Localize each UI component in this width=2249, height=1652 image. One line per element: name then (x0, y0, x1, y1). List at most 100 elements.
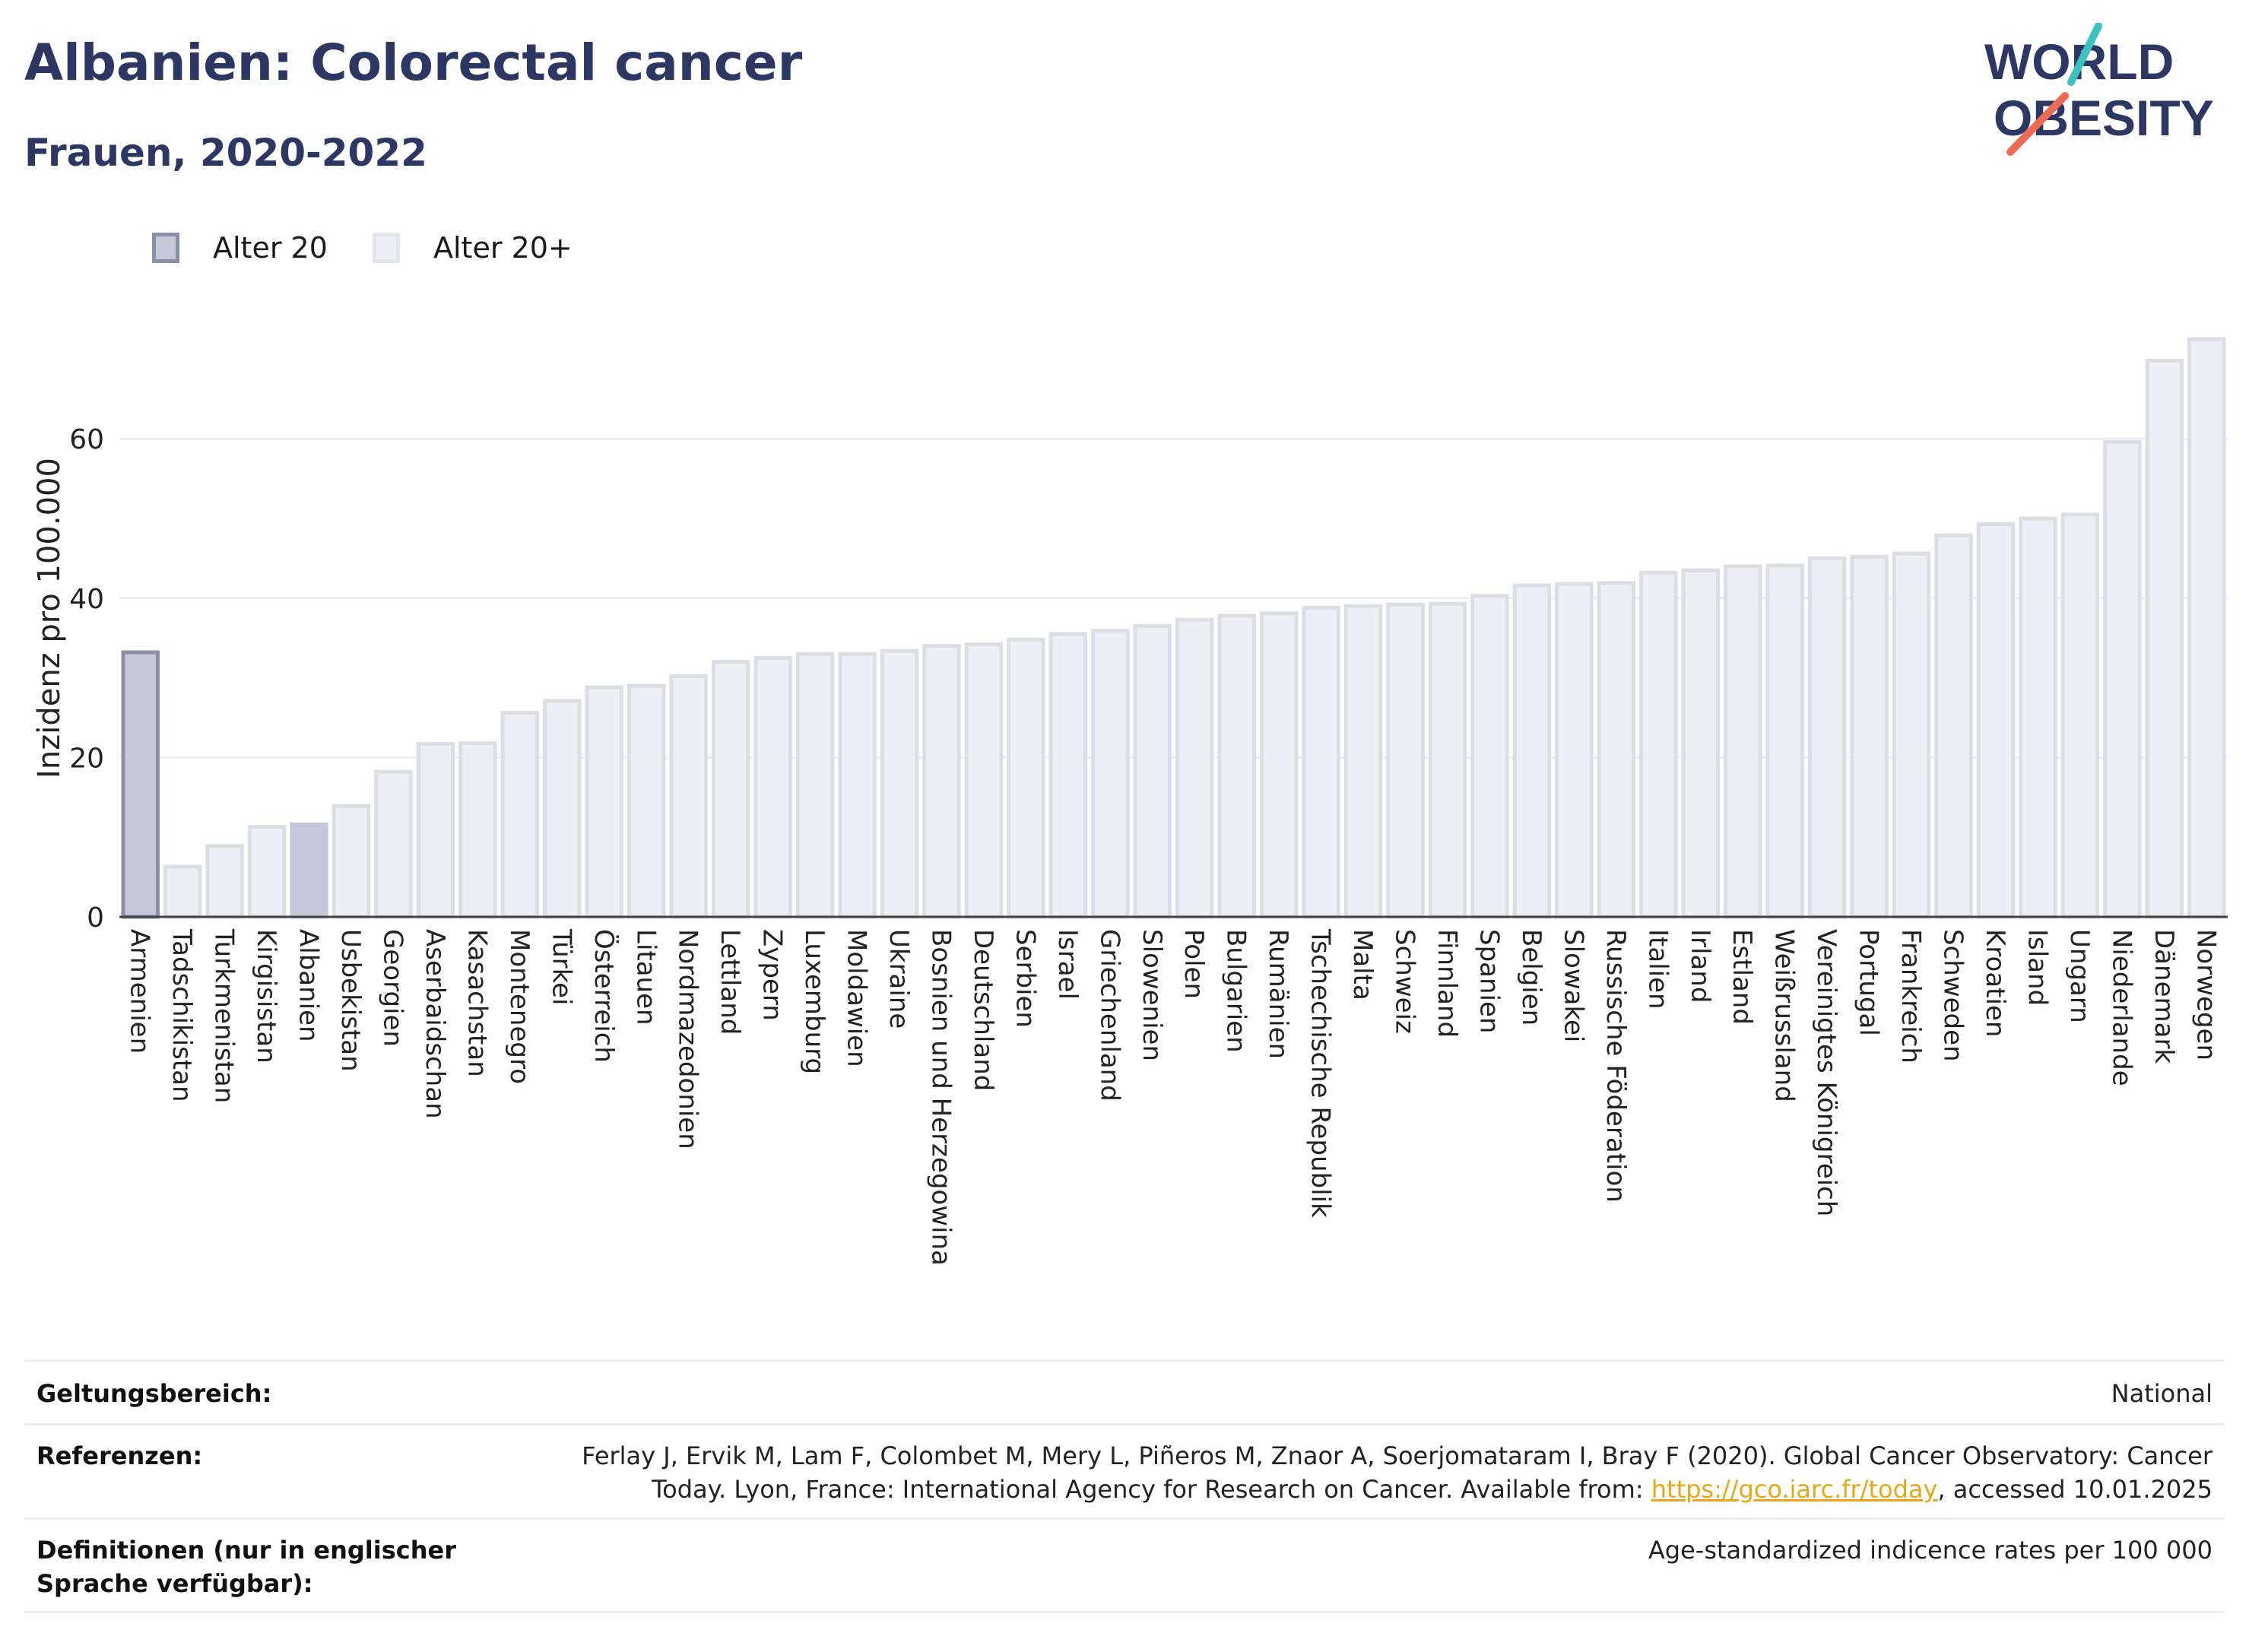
x-tick-label: Kroatien (1980, 929, 2010, 1037)
x-tick-label: Island (2022, 929, 2052, 1006)
x-tick-label: Israel (1052, 929, 1083, 1000)
y-tick-label: 40 (69, 584, 104, 615)
x-tick-label: Slowakei (1558, 929, 1588, 1042)
bar (1512, 583, 1552, 919)
bar (2103, 439, 2142, 919)
x-tick-label: Schweden (1938, 929, 1968, 1062)
bar (1259, 611, 1299, 919)
x-tick-label: Finnland (1432, 929, 1462, 1038)
y-tick-label: 60 (69, 424, 104, 455)
x-tick-label: Malta (1347, 929, 1378, 1000)
legend-label: Alter 20+ (433, 231, 573, 265)
bar (121, 650, 160, 919)
x-tick-label: Spanien (1473, 929, 1504, 1033)
x-tick-label: Weißrussland (1769, 929, 1800, 1102)
bar (500, 711, 540, 919)
references-text: Today. Lyon, France: International Agenc… (652, 1475, 1651, 1504)
x-tick-label: Armenien (125, 929, 155, 1054)
bar (753, 655, 792, 919)
page-subtitle: Frauen, 2020-2022 (24, 131, 427, 175)
x-tick-label: Deutschland (968, 929, 998, 1091)
x-tick-label: Luxemburg (799, 929, 829, 1074)
scope-value: National (2111, 1379, 2213, 1408)
x-tick-label: Tadschikistan (167, 928, 197, 1102)
legend-item-alter-20-plus[interactable]: Alter 20+ (373, 225, 573, 271)
x-tick-label: Ungarn (2064, 929, 2095, 1023)
bar (964, 642, 1004, 919)
x-tick-label: Kirgisistan (251, 929, 281, 1064)
x-tick-label: Aserbaidschan (420, 929, 450, 1119)
legend-swatch-light (373, 233, 400, 263)
x-tick-label: Montenegro (504, 929, 534, 1084)
x-tick-label: Albanien (293, 929, 324, 1042)
bar (205, 844, 244, 919)
bar (880, 648, 919, 919)
bar (1428, 601, 1467, 919)
bar (1386, 602, 1425, 919)
bar (795, 652, 835, 919)
bar (1302, 605, 1340, 919)
bar (1343, 604, 1383, 919)
bar (1892, 551, 1931, 919)
world-obesity-logo: WORLD OBESITY (1984, 23, 2214, 156)
bar (1217, 614, 1256, 919)
references-line-1: Ferlay J, Ervik M, Lam F, Colombet M, Me… (582, 1441, 2213, 1470)
info-table: Geltungsbereich: National Referenzen: Fe… (24, 1359, 2225, 1613)
bar (1133, 623, 1172, 919)
bar (331, 804, 371, 919)
bar (163, 864, 202, 919)
scope-label: Geltungsbereich: (36, 1379, 272, 1408)
x-tick-label: Rumänien (1263, 929, 1293, 1059)
bar (1470, 594, 1509, 919)
logo-teal-stroke (2067, 23, 2102, 86)
x-tick-label: Georgien (377, 929, 408, 1047)
bar (1597, 581, 1636, 919)
x-tick-label: Turkmenistan (209, 928, 239, 1103)
x-tick-label: Irland (1685, 929, 1715, 1003)
page-title: Albanien: Colorectal cancer (24, 33, 803, 92)
legend-item-alter-20[interactable]: Alter 20 (152, 225, 328, 271)
bar (2060, 512, 2100, 919)
x-tick-label: Niederlande (2106, 929, 2136, 1086)
x-tick-label: Litauen (630, 929, 661, 1026)
x-tick-label: Serbien (1010, 929, 1040, 1028)
logo-coral-stroke (2006, 92, 2069, 156)
x-tick-label: Kasachstan (462, 929, 492, 1077)
bar (458, 741, 497, 919)
bar (1048, 632, 1088, 919)
legend-label: Alter 20 (213, 231, 328, 265)
bar (1639, 570, 1678, 919)
x-tick-label: Slowenien (1137, 929, 1167, 1061)
x-tick-label: Lettland (715, 929, 745, 1035)
bar (1765, 563, 1804, 919)
x-tick-label: Bosnien und Herzegowina (925, 929, 956, 1266)
references-link[interactable]: https://gco.iarc.fr/today (1651, 1475, 1938, 1504)
info-row-definitions: Definitionen (nur in englischer Sprache … (24, 1517, 2225, 1613)
bar (290, 822, 328, 919)
bar (1007, 637, 1045, 919)
legend-swatch-dark (152, 233, 179, 263)
x-tick-label: Schweiz (1390, 929, 1420, 1034)
x-tick-label: Griechenland (1094, 929, 1124, 1102)
x-tick-label: Ukraine (883, 929, 914, 1029)
x-tick-label: Nordmazedonien (673, 929, 703, 1149)
references-value: Ferlay J, Ervik M, Lam F, Colombet M, Me… (582, 1439, 2213, 1506)
bar (1976, 522, 2016, 919)
bar (838, 652, 877, 919)
x-tick-label: Belgien (1516, 929, 1546, 1026)
x-tick-label: Dänemark (2149, 929, 2179, 1064)
bar (922, 644, 961, 919)
bar (627, 683, 666, 919)
x-tick-label: Estland (1727, 929, 1757, 1025)
x-tick-label: Bulgarien (1221, 929, 1251, 1053)
x-tick-label: Portugal (1854, 929, 1884, 1036)
bar (1681, 568, 1720, 919)
bar (416, 742, 455, 919)
x-tick-label: Türkei (546, 928, 576, 1005)
x-tick-label: Russische Föderation (1600, 929, 1631, 1203)
bar (1807, 556, 1847, 919)
bar (1723, 564, 1762, 919)
bar (2019, 516, 2057, 919)
references-line-2: Today. Lyon, France: International Agenc… (582, 1473, 2213, 1506)
bar (1555, 582, 1594, 919)
